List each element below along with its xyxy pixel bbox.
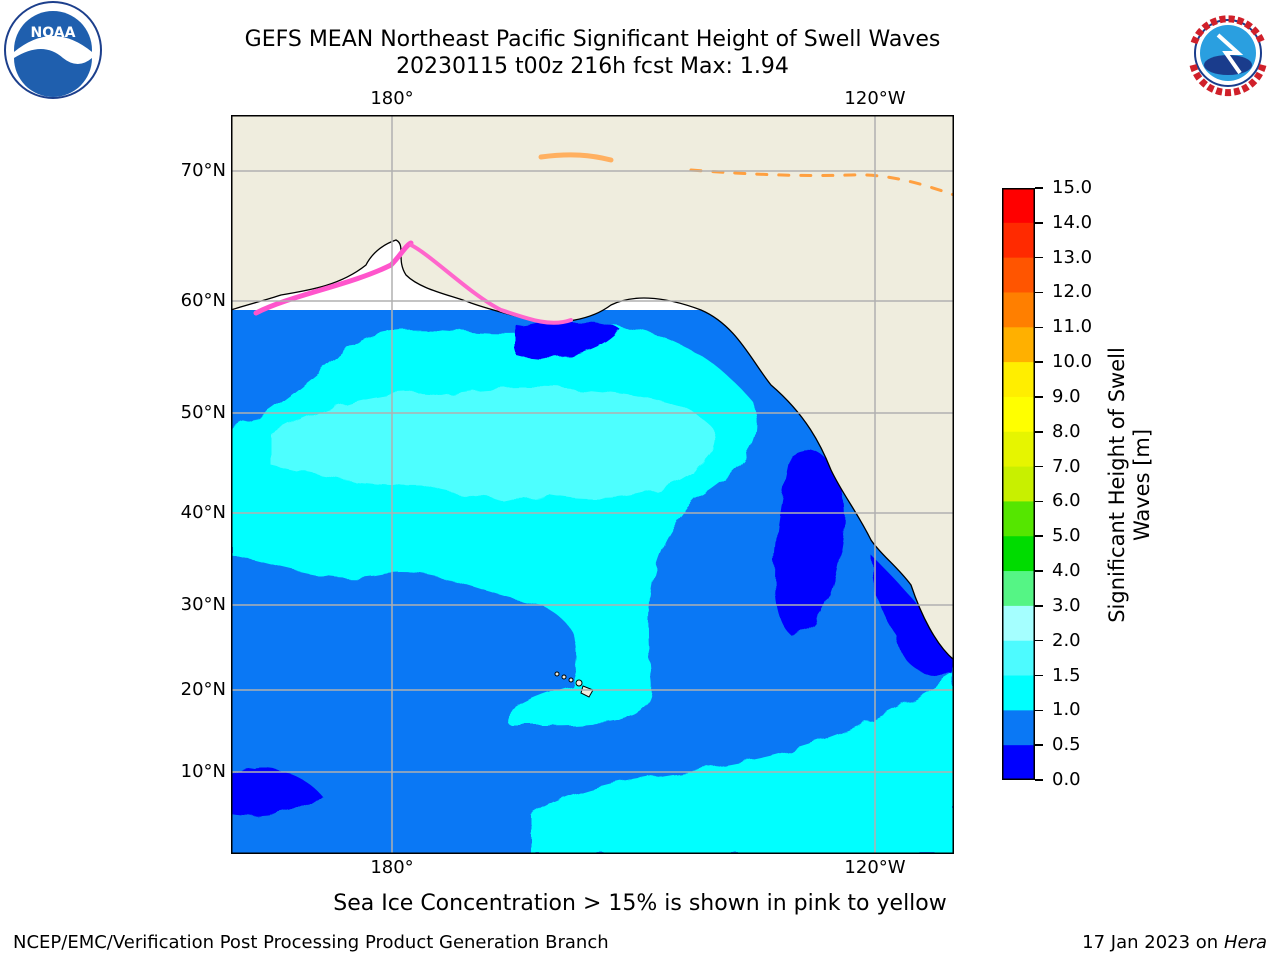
- colorbar-cell: [1002, 292, 1035, 328]
- hawaii-islands: [554, 671, 594, 698]
- lat-label-30n: 30°N: [180, 594, 226, 615]
- colorbar-cell: [1002, 188, 1035, 224]
- chart-title: GEFS MEAN Northeast Pacific Significant …: [244, 27, 941, 52]
- colorbar-tick-label: 10.0: [1052, 351, 1093, 373]
- colorbar-tick-mark: [1035, 396, 1043, 398]
- swell-zone-cyan-south: [531, 675, 954, 854]
- footer-credit: NCEP/EMC/Verification Post Processing Pr…: [13, 932, 609, 953]
- colorbar-tick-mark: [1035, 431, 1043, 433]
- colorbar-cell: [1002, 362, 1035, 398]
- colorbar-tick-mark: [1035, 779, 1043, 781]
- sea-ice-note: Sea Ice Concentration > 15% is shown in …: [333, 891, 947, 916]
- lat-label-70n: 70°N: [180, 160, 226, 181]
- colorbar-cell: [1002, 222, 1035, 259]
- colorbar-tick-label: 1.5: [1052, 664, 1081, 686]
- lon-label-top-180: 180°: [370, 88, 414, 109]
- colorbar-tick-mark: [1035, 535, 1043, 537]
- colorbar-tick-label: 0.5: [1052, 734, 1081, 756]
- colorbar-cell: [1002, 501, 1035, 537]
- swell-zone-deepblue-west: [231, 767, 321, 817]
- map-frame: [231, 115, 954, 854]
- lat-label-20n: 20°N: [180, 679, 226, 700]
- colorbar-cell: [1002, 257, 1035, 293]
- colorbar-tick-label: 2.0: [1052, 629, 1081, 651]
- footer-date: 17 Jan 2023 on Hera: [1082, 932, 1267, 953]
- colorbar-tick-label: 7.0: [1052, 455, 1081, 477]
- lon-label-bottom-120w: 120°W: [844, 857, 906, 878]
- colorbar-cell: [1002, 640, 1035, 677]
- nws-logo: [1180, 5, 1276, 101]
- colorbar-cell: [1002, 675, 1035, 711]
- colorbar-tick-mark: [1035, 639, 1043, 642]
- lat-label-60n: 60°N: [180, 290, 226, 311]
- lat-label-10n: 10°N: [180, 761, 226, 782]
- colorbar-cell: [1002, 327, 1035, 363]
- colorbar-tick-label: 6.0: [1052, 490, 1081, 512]
- colorbar-tick-mark: [1035, 256, 1043, 259]
- colorbar-cell: [1002, 571, 1035, 607]
- land-alaska-siberia: [231, 115, 954, 661]
- footer-host: Hera: [1223, 932, 1267, 953]
- colorbar: [1002, 188, 1035, 780]
- chart-subtitle: 20230115 t00z 216h fcst Max: 1.94: [396, 54, 789, 79]
- colorbar-tick-mark: [1035, 187, 1043, 189]
- swell-zone-deepblue-gulf: [516, 320, 621, 359]
- colorbar-tick-mark: [1035, 570, 1043, 572]
- colorbar-cell: [1002, 536, 1035, 572]
- colorbar-tick-label: 15.0: [1052, 177, 1093, 198]
- swell-zone-deepblue-coast: [871, 555, 954, 677]
- colorbar-tick-mark: [1035, 465, 1043, 468]
- colorbar-tick-mark: [1035, 500, 1043, 503]
- colorbar-cell: [1002, 431, 1035, 468]
- colorbar-tick-mark: [1035, 674, 1043, 677]
- swell-zone-deepblue-baja: [774, 449, 845, 635]
- lat-label-50n: 50°N: [180, 402, 226, 423]
- colorbar-tick-mark: [1035, 709, 1043, 712]
- colorbar-tick-label: 0.0: [1052, 769, 1081, 790]
- colorbar-tick-mark: [1035, 291, 1043, 294]
- colorbar-tick-label: 11.0: [1052, 316, 1093, 338]
- colorbar-tick-label: 12.0: [1052, 281, 1093, 303]
- colorbar-tick-label: 5.0: [1052, 525, 1081, 547]
- colorbar-cell: [1002, 745, 1035, 780]
- colorbar-tick-mark: [1035, 744, 1043, 746]
- colorbar-cell: [1002, 396, 1035, 433]
- colorbar-cell: [1002, 466, 1035, 502]
- colorbar-tick-mark: [1035, 326, 1043, 329]
- swell-height-map: [231, 115, 954, 854]
- colorbar-tick-mark: [1035, 222, 1043, 224]
- colorbar-tick-mark: [1035, 605, 1043, 607]
- colorbar-tick-label: 3.0: [1052, 594, 1081, 616]
- colorbar-cell: [1002, 605, 1035, 642]
- colorbar-tick-label: 14.0: [1052, 211, 1093, 233]
- lat-label-40n: 40°N: [180, 502, 226, 523]
- colorbar-tick-label: 1.0: [1052, 699, 1081, 721]
- colorbar-tick-mark: [1035, 361, 1043, 363]
- swell-zone-lightcyan: [271, 387, 717, 500]
- colorbar-tick-label: 8.0: [1052, 420, 1081, 442]
- gridlines: [231, 115, 954, 854]
- colorbar-cell: [1002, 710, 1035, 746]
- lon-label-top-120w: 120°W: [844, 88, 906, 109]
- colorbar-tick-label: 9.0: [1052, 385, 1081, 407]
- colorbar-tick-label: 13.0: [1052, 246, 1093, 268]
- noaa-logo-text: NOAA: [31, 25, 76, 41]
- colorbar-tick-label: 4.0: [1052, 560, 1081, 582]
- lon-label-bottom-180: 180°: [370, 857, 414, 878]
- noaa-logo: NOAA: [4, 1, 102, 99]
